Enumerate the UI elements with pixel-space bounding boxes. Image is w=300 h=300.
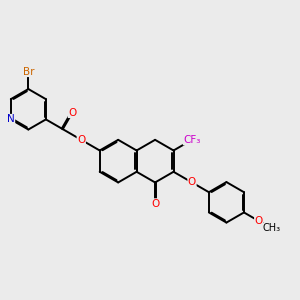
Text: O: O [77, 135, 86, 145]
Text: N: N [7, 114, 15, 124]
Text: O: O [68, 108, 76, 118]
Text: O: O [255, 216, 263, 226]
Text: Br: Br [22, 67, 34, 76]
Text: CH₃: CH₃ [262, 224, 281, 233]
Text: O: O [151, 199, 159, 209]
Text: O: O [188, 177, 196, 188]
Text: CF₃: CF₃ [183, 135, 201, 145]
